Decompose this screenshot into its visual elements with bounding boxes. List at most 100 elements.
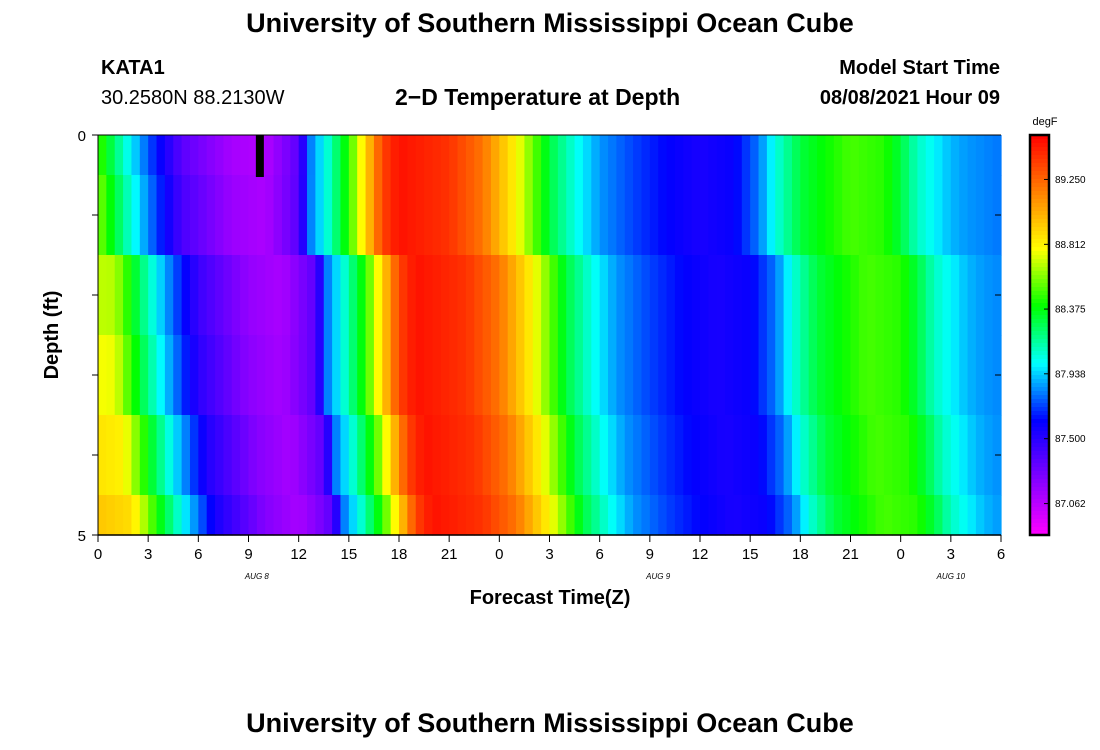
colorbar-segment — [1030, 435, 1049, 440]
heatmap-cell — [424, 495, 434, 536]
heatmap-cell — [365, 335, 375, 416]
heatmap-cell — [524, 495, 534, 536]
heatmap-cell — [591, 495, 601, 536]
heatmap-cell — [281, 175, 291, 256]
heatmap-cell — [917, 335, 927, 416]
heatmap-cell — [281, 255, 291, 336]
heatmap-cell — [432, 135, 442, 176]
colorbar-segment — [1030, 363, 1049, 368]
heatmap-cell — [206, 175, 216, 256]
colorbar-segment — [1030, 143, 1049, 148]
heatmap-cell — [925, 335, 935, 416]
heatmap-cell — [507, 135, 517, 176]
heatmap-cell — [708, 495, 718, 536]
heatmap-cell — [766, 135, 776, 176]
heatmap-cell — [290, 495, 300, 536]
colorbar-segment — [1030, 455, 1049, 460]
heatmap-cell — [189, 255, 199, 336]
heatmap-cell — [298, 415, 308, 496]
colorbar-segment — [1030, 291, 1049, 296]
heatmap-cell — [348, 255, 358, 336]
heatmap-cell — [900, 415, 910, 496]
heatmap-cell — [633, 335, 643, 416]
heatmap-cell — [608, 255, 617, 336]
colorbar-segment — [1030, 191, 1049, 196]
heatmap-cell — [967, 255, 977, 336]
heatmap-cell — [959, 135, 969, 176]
heatmap-cell — [566, 135, 576, 176]
heatmap-cell — [440, 175, 450, 256]
heatmap-cell — [750, 335, 760, 416]
heatmap-cell — [633, 415, 643, 496]
heatmap-cell — [842, 255, 852, 336]
colorbar-segment — [1030, 423, 1049, 428]
heatmap-cell — [164, 255, 174, 336]
heatmap-cell — [633, 495, 643, 536]
heatmap-cell — [432, 175, 442, 256]
colorbar-tick-label: 88.812 — [1055, 240, 1086, 251]
heatmap-cell — [582, 335, 592, 416]
colorbar-segment — [1030, 443, 1049, 448]
heatmap-cell — [750, 255, 760, 336]
x-tick-label: 9 — [244, 546, 252, 563]
heatmap-cell — [942, 495, 952, 536]
heatmap-cell — [541, 415, 551, 496]
colorbar-segment — [1030, 199, 1049, 204]
heatmap-cell — [290, 335, 300, 416]
heatmap-cell — [432, 495, 442, 536]
heatmap-cell — [507, 255, 517, 336]
heatmap-cell — [123, 495, 133, 536]
heatmap-cell — [156, 415, 166, 496]
y-axis-ticks: 05 — [78, 128, 1001, 545]
heatmap-cell — [641, 175, 651, 256]
heatmap-cell — [984, 135, 994, 176]
colorbar-segment — [1030, 175, 1049, 180]
heatmap-cell — [892, 335, 902, 416]
heatmap-cell — [123, 415, 133, 496]
heatmap-cell — [800, 335, 810, 416]
heatmap-cell — [114, 255, 124, 336]
colorbar-segment — [1030, 339, 1049, 344]
heatmap-cell — [482, 175, 492, 256]
heatmap-cell — [599, 335, 609, 416]
heatmap-cell — [867, 495, 877, 536]
heatmap-cell — [883, 495, 893, 536]
heatmap-cell — [382, 495, 392, 536]
heatmap-cell — [507, 495, 517, 536]
heatmap-cell — [733, 415, 743, 496]
heatmap-cell — [599, 495, 609, 536]
heatmap-cell — [156, 255, 166, 336]
heatmap-cell — [892, 415, 902, 496]
heatmap-cell — [298, 255, 308, 336]
heatmap-cell — [332, 175, 342, 256]
colorbar-segment — [1030, 239, 1049, 244]
heatmap-cell — [215, 415, 225, 496]
heatmap-cell — [666, 335, 676, 416]
heatmap-cell — [967, 175, 977, 256]
heatmap-cell — [281, 135, 291, 176]
heatmap-cell — [541, 255, 551, 336]
heatmap-cell — [290, 175, 300, 256]
heatmap-cell — [975, 175, 985, 256]
heatmap-cell — [465, 495, 475, 536]
heatmap-cell — [390, 175, 400, 256]
heatmap-cell — [616, 135, 626, 176]
heatmap-cell — [231, 255, 241, 336]
colorbar-tick-label: 89.250 — [1055, 175, 1086, 186]
heatmap-cell — [390, 335, 400, 416]
heatmap-cell — [415, 135, 425, 176]
heatmap-cell — [950, 175, 960, 256]
heatmap-cell — [741, 335, 751, 416]
heatmap-cell — [490, 255, 500, 336]
colorbar-segment — [1030, 367, 1049, 372]
heatmap-cell — [783, 335, 793, 416]
heatmap-cell — [265, 175, 275, 256]
heatmap-cell — [883, 175, 893, 256]
heatmap-cell — [708, 175, 718, 256]
heatmap-cell — [959, 335, 969, 416]
heatmap-cell — [800, 255, 810, 336]
heatmap-cell — [323, 175, 333, 256]
heatmap-cell — [206, 255, 216, 336]
colorbar-segment — [1030, 431, 1049, 436]
heatmap-cell — [649, 335, 659, 416]
